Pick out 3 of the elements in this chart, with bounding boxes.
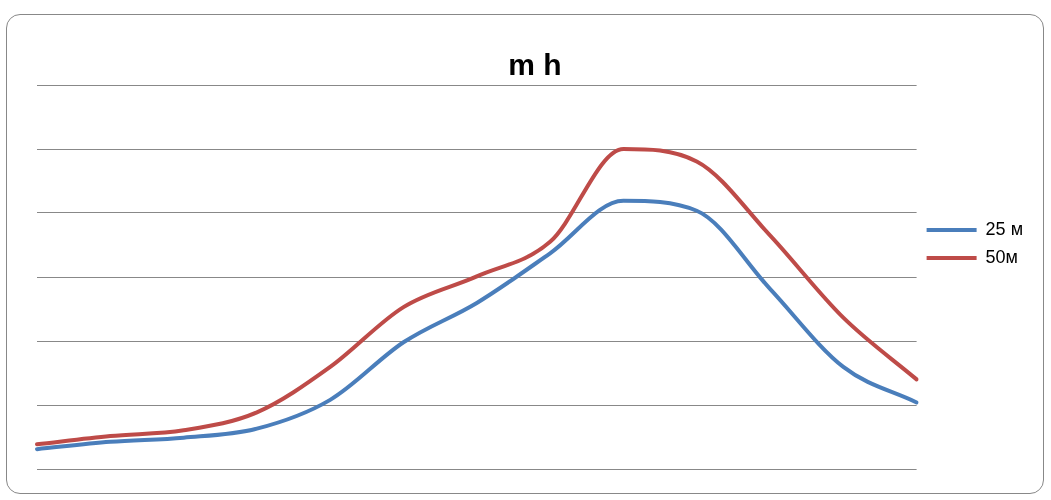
legend-label: 25 м	[985, 218, 1024, 239]
legend-label: 50м	[985, 246, 1019, 267]
chart-title: m h	[508, 48, 562, 82]
